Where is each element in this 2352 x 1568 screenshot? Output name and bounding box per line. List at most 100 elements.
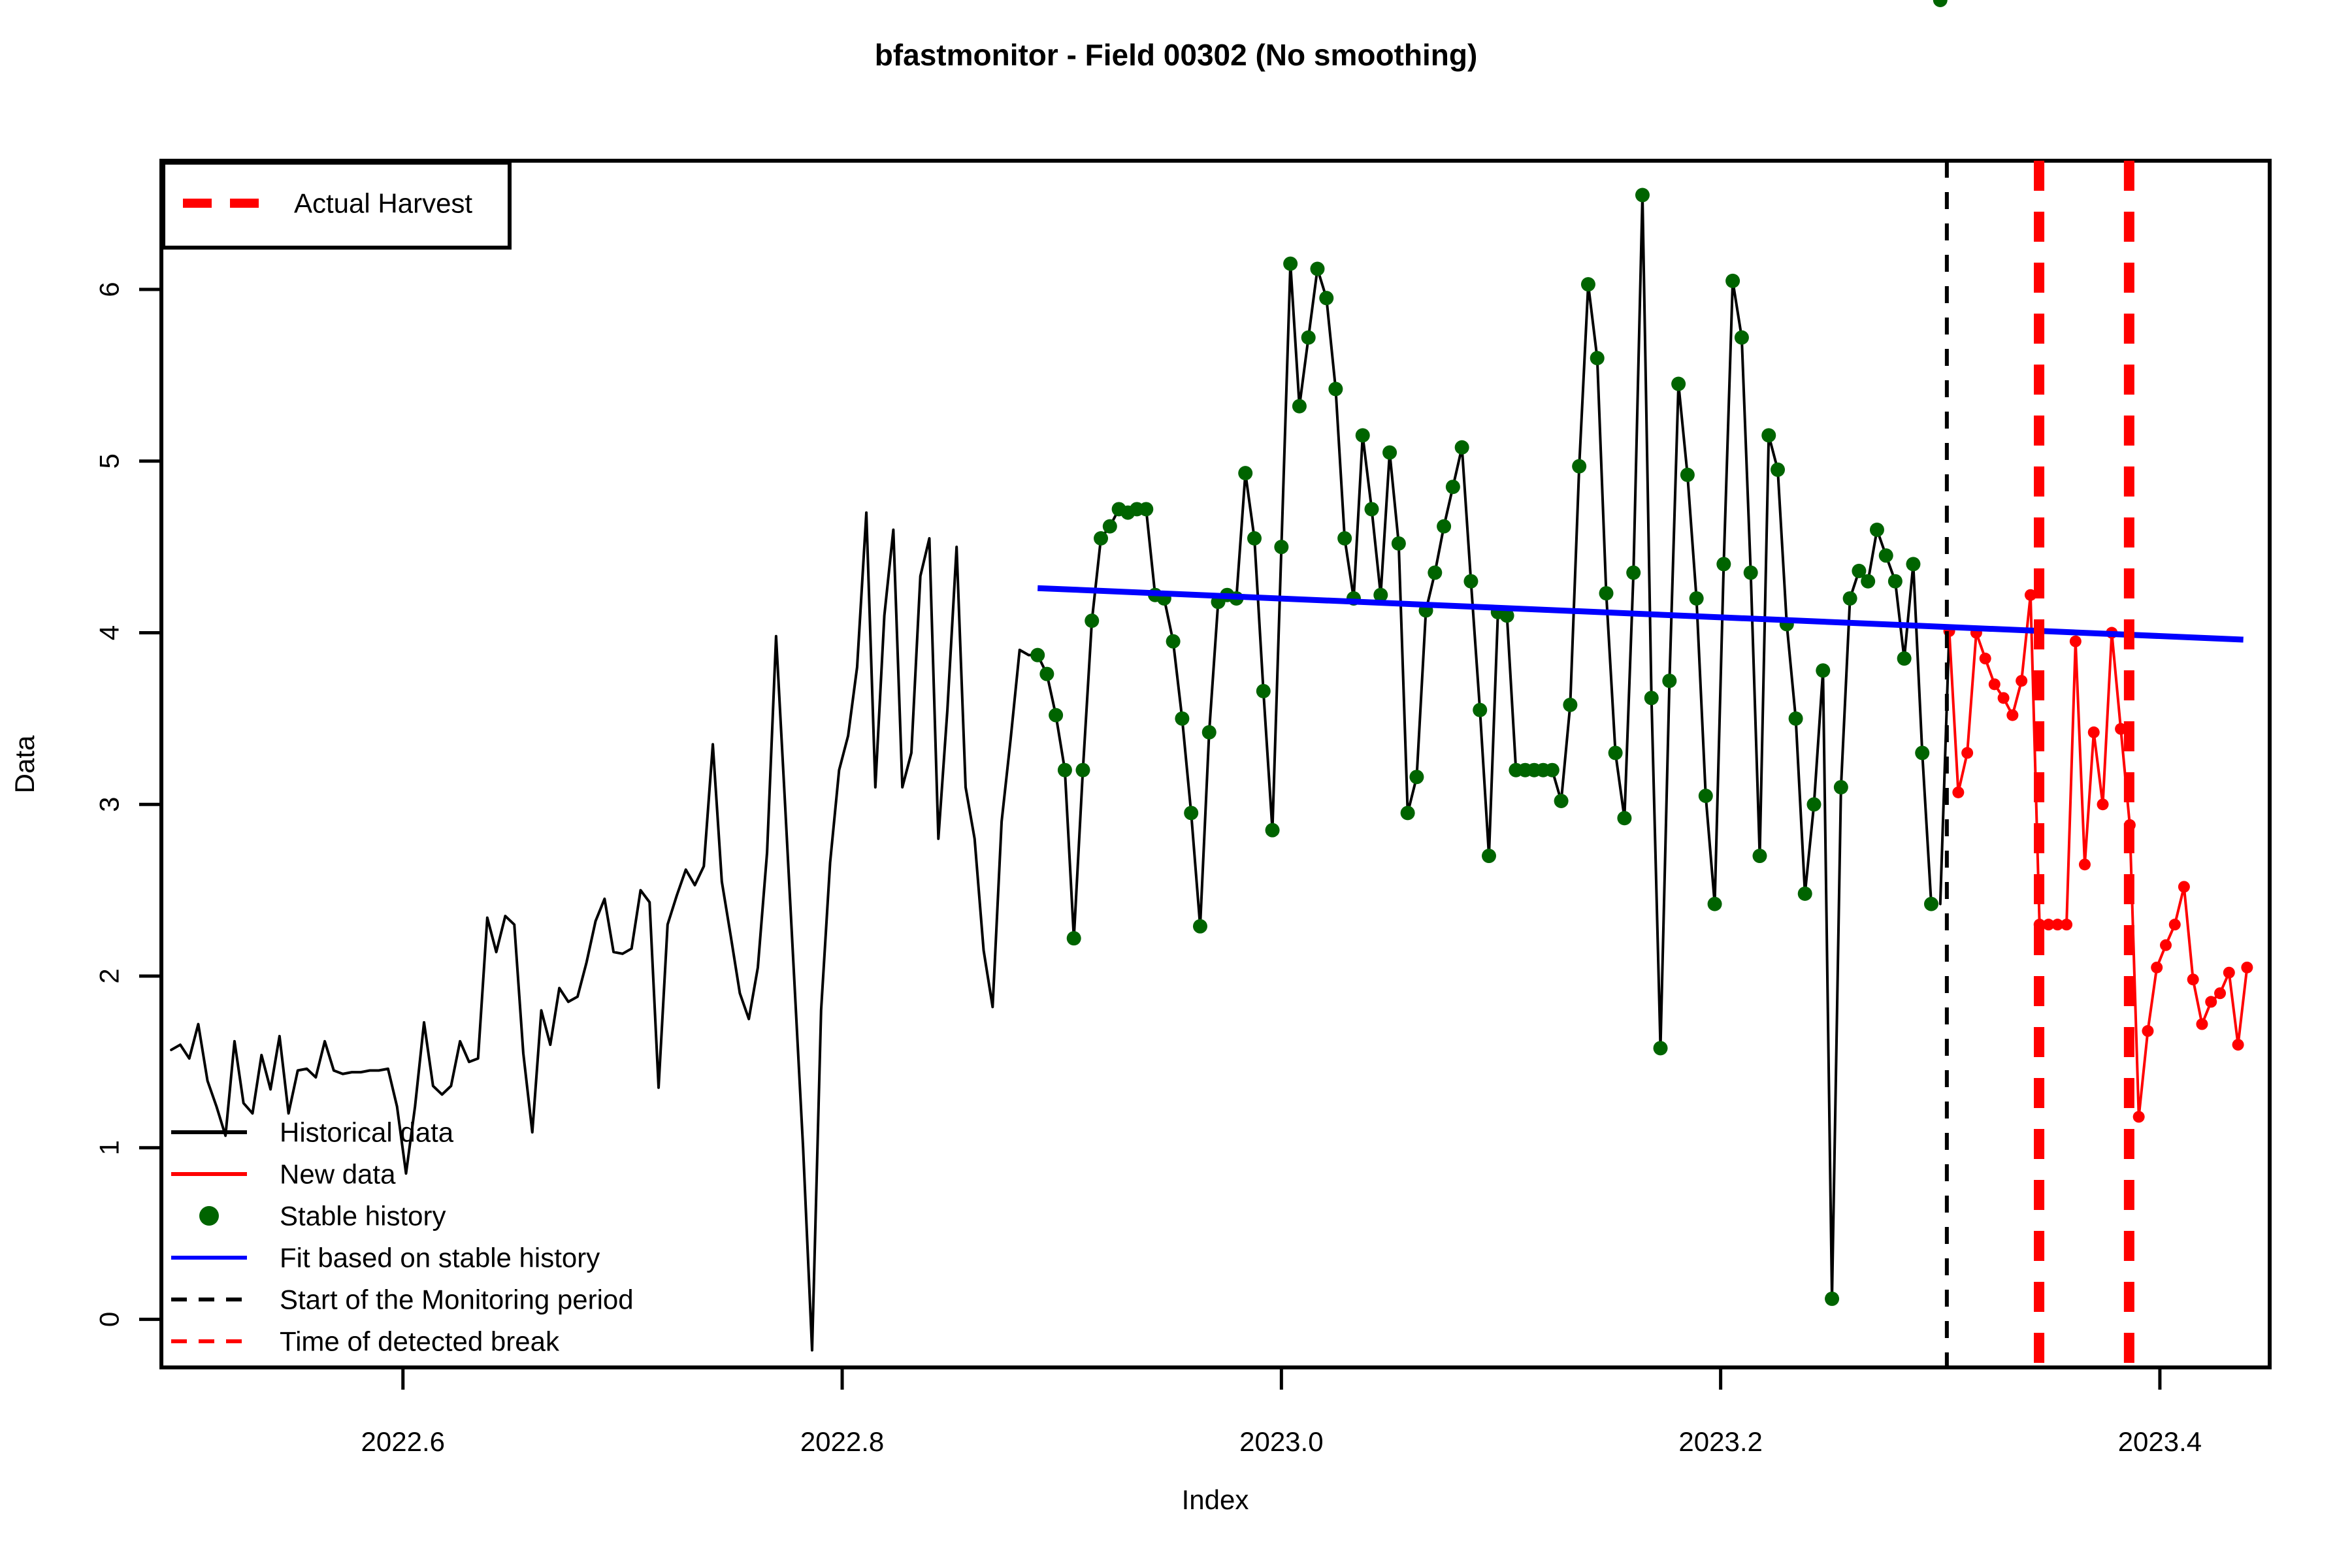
stable-history-point <box>1085 613 1100 629</box>
stable-history-point <box>1716 557 1731 572</box>
x-tick-label: 2023.0 <box>1239 1426 1323 1457</box>
stable-history-point <box>1066 931 1081 946</box>
legend-item-0-label: Historical data <box>280 1117 454 1148</box>
stable-history-point <box>1833 779 1848 794</box>
x-tick-label: 2022.6 <box>361 1426 445 1457</box>
stable-history-point <box>1364 502 1379 517</box>
new-data-point <box>2069 635 2082 647</box>
stable-history-point <box>1771 462 1786 477</box>
x-tick-label: 2023.4 <box>2118 1426 2202 1457</box>
legend-item-4-label: Start of the Monitoring period <box>280 1284 634 1315</box>
stable-history-point <box>1869 522 1884 537</box>
new-data-point <box>2078 858 2091 871</box>
new-data-point <box>2016 675 2028 687</box>
stable-history-point <box>1887 574 1903 589</box>
legend-item-2-label: Stable history <box>280 1201 446 1232</box>
stable-history-point <box>1391 536 1406 551</box>
stable-history-point <box>1788 711 1803 726</box>
legend-actual-harvest[interactable]: Actual Harvest <box>161 161 512 250</box>
x-tick-label: 2023.2 <box>1678 1426 1762 1457</box>
y-tick-label: 1 <box>94 1140 125 1155</box>
plot-frame <box>159 159 2272 1369</box>
new-data-point <box>2132 1111 2145 1123</box>
new-data-point <box>2024 589 2036 601</box>
legend-actual-harvest-label: Actual Harvest <box>294 188 472 219</box>
stable-history-point <box>1617 811 1632 826</box>
stable-history-point <box>1139 502 1154 517</box>
stable-history-point <box>1337 531 1352 546</box>
new-data-point <box>1952 786 1965 798</box>
stable-history-point <box>1328 382 1343 397</box>
x-tick-label: 2022.8 <box>800 1426 884 1457</box>
stable-history-point <box>1906 557 1921 572</box>
stable-history-point <box>1428 565 1443 580</box>
new-data-point <box>2051 919 2064 931</box>
stable-history-point <box>1563 697 1578 712</box>
stable-history-point <box>1933 0 1948 7</box>
legend-main[interactable]: Historical data New data Stable history Fit… <box>171 1117 634 1357</box>
new-data-point <box>2232 1039 2244 1051</box>
new-data-point <box>1997 692 2010 704</box>
new-data-point <box>2042 919 2055 931</box>
new-data-point <box>2214 987 2227 1000</box>
new-data-point <box>2142 1025 2154 1037</box>
stable-history-point <box>1256 683 1271 698</box>
stable-history-point <box>1319 291 1334 306</box>
stable-history-point <box>1861 574 1876 589</box>
stable-history-point <box>1825 1291 1840 1306</box>
stable-history-point <box>1283 256 1298 271</box>
y-tick-label: 6 <box>94 282 125 297</box>
stable-history-point <box>1445 480 1460 495</box>
stable-history-point <box>1192 919 1207 934</box>
stable-history-point <box>1671 376 1686 391</box>
stable-history-point <box>1166 634 1181 649</box>
new-data-point <box>2223 966 2235 979</box>
stable-history-point <box>1554 793 1569 808</box>
stable-history-point <box>1924 896 1938 911</box>
y-axis: 0 1 2 3 4 5 6 <box>94 282 161 1327</box>
stable-history-point <box>1247 531 1262 546</box>
stable-history-point <box>1806 797 1821 812</box>
stable-history-point <box>1437 519 1452 534</box>
stable-history-point <box>1039 666 1054 681</box>
legend-item-5-label: Time of detected break <box>280 1326 560 1357</box>
new-data-point <box>2061 919 2073 931</box>
stable-history-point <box>1238 466 1253 481</box>
y-tick-label: 3 <box>94 797 125 812</box>
new-data-point <box>2205 996 2217 1008</box>
y-tick-label: 5 <box>94 453 125 468</box>
stable-history-point <box>1409 770 1424 785</box>
page-title: bfastmonitor - Field 00302 (No smoothing… <box>875 38 1478 72</box>
new-data-point <box>2097 798 2109 811</box>
stable-history-point <box>1915 745 1930 760</box>
stable-history-point <box>1707 896 1722 911</box>
stable-history-point <box>1599 586 1614 601</box>
stable-history-point <box>1635 188 1650 203</box>
y-tick-label: 0 <box>94 1312 125 1327</box>
stable-history-point <box>1184 806 1199 821</box>
stable-history-point <box>1094 531 1109 546</box>
new-data-point <box>2196 1018 2208 1030</box>
legend-item-3-label: Fit based on stable history <box>280 1243 600 1273</box>
stable-history-point <box>1608 745 1623 760</box>
stable-history-point <box>1743 565 1758 580</box>
new-data-point <box>2087 726 2100 738</box>
legend-item-2-swatch-point <box>199 1206 219 1226</box>
legend-item-1-label: New data <box>280 1159 396 1190</box>
stable-history-point <box>1725 273 1740 288</box>
stable-history-point <box>1644 691 1659 706</box>
new-data-point <box>2160 939 2172 951</box>
stable-history-point <box>1897 651 1912 666</box>
new-data-line <box>1948 593 2249 1119</box>
new-data-point <box>2178 881 2190 893</box>
new-data-point <box>1961 747 1974 759</box>
stable-history-point <box>1030 647 1045 662</box>
stable-history-point <box>1544 762 1560 777</box>
new-data-point <box>2006 709 2019 721</box>
stable-history-point <box>1689 591 1704 606</box>
stable-history-point <box>1482 849 1496 864</box>
stable-history-point <box>1049 708 1064 723</box>
stable-history-point <box>1842 591 1857 606</box>
